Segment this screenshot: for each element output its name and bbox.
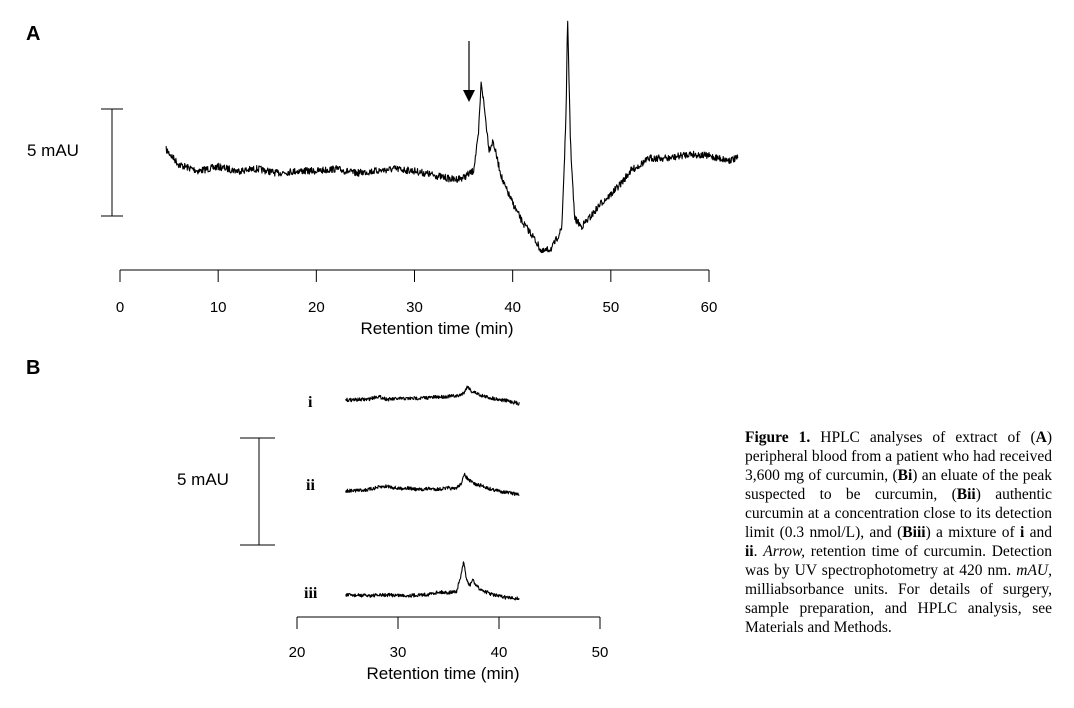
- panel-b-x-axis-tick-label: 50: [592, 644, 609, 661]
- panel-b-x-axis-tick-label: 30: [390, 644, 407, 661]
- panel-a-plot: [165, 20, 739, 254]
- caption-text: ) a mixture of: [925, 524, 1020, 541]
- panel-b-trace-iii: [345, 561, 520, 601]
- panel-a-x-axis-tick-label: 0: [116, 299, 124, 316]
- panel-b-x-axis-title: Retention time (min): [366, 664, 519, 683]
- panel-a-x-axis: 0 10 20 30 40 50 60: [116, 269, 718, 316]
- caption-text: retention time of curcumin. Detection wa…: [745, 543, 1052, 579]
- panel-a-x-axis-tick-label: 40: [504, 299, 521, 316]
- caption-figure-number: Figure 1.: [745, 429, 811, 446]
- panel-a-x-axis-tick-label: 60: [701, 299, 718, 316]
- caption-text: ) peripheral blood from a patient who ha…: [745, 429, 1052, 484]
- panel-b-x-axis-tick-label: 40: [491, 644, 508, 661]
- figure-caption: Figure 1. HPLC analyses of extract of (A…: [745, 428, 1052, 637]
- caption-text: .: [753, 543, 764, 560]
- caption-term: Arrow,: [763, 543, 806, 560]
- panel-a-x-axis-tick-label: 10: [210, 299, 227, 316]
- panel-a-trace: [165, 20, 739, 254]
- trace-label-i: i: [308, 394, 313, 411]
- trace-label-ii: ii: [306, 477, 315, 494]
- panel-b-plot: [345, 385, 520, 601]
- panel-b-scale-label: 5 mAU: [177, 470, 229, 489]
- panel-a-x-axis-tick-label: 20: [308, 299, 325, 316]
- panel-b-trace-i: [345, 385, 520, 406]
- panel-a-x-axis-tick-label: 50: [602, 299, 619, 316]
- caption-text: ) an eluate of the peak suspected to be …: [745, 467, 1052, 503]
- trace-label-iii: iii: [304, 585, 318, 602]
- panel-a-scale-label: 5 mAU: [27, 141, 79, 160]
- caption-trace-ref: i: [1019, 524, 1025, 541]
- panel-a-scale-bar: [101, 108, 123, 217]
- panel-b-x-axis: 20 30 40 50: [289, 616, 609, 661]
- caption-trace-ref: ii: [745, 543, 754, 560]
- panel-a-label: A: [26, 23, 40, 45]
- caption-term: mAU,: [1016, 562, 1052, 579]
- caption-panel-ref: Bi: [897, 467, 913, 484]
- caption-panel-ref: Biii: [902, 524, 926, 541]
- panel-a-arrow: [463, 41, 475, 102]
- caption-text: milliabsorbance units. For details of su…: [745, 581, 1052, 636]
- caption-text: ) authentic curcumin at a concentration …: [745, 486, 1052, 541]
- panel-a-x-axis-tick-label: 30: [406, 299, 423, 316]
- panel-b-label: B: [26, 357, 40, 379]
- caption-text: HPLC analyses of extract of (: [810, 429, 1036, 446]
- caption-text: and: [1024, 524, 1052, 541]
- panel-b-x-axis-tick-label: 20: [289, 644, 306, 661]
- panel-a-x-axis-title: Retention time (min): [360, 319, 513, 338]
- caption-panel-ref: A: [1035, 429, 1047, 446]
- panel-b-scale-bar: [240, 437, 275, 546]
- caption-panel-ref: Bii: [956, 486, 976, 503]
- panel-b-trace-ii: [345, 472, 520, 497]
